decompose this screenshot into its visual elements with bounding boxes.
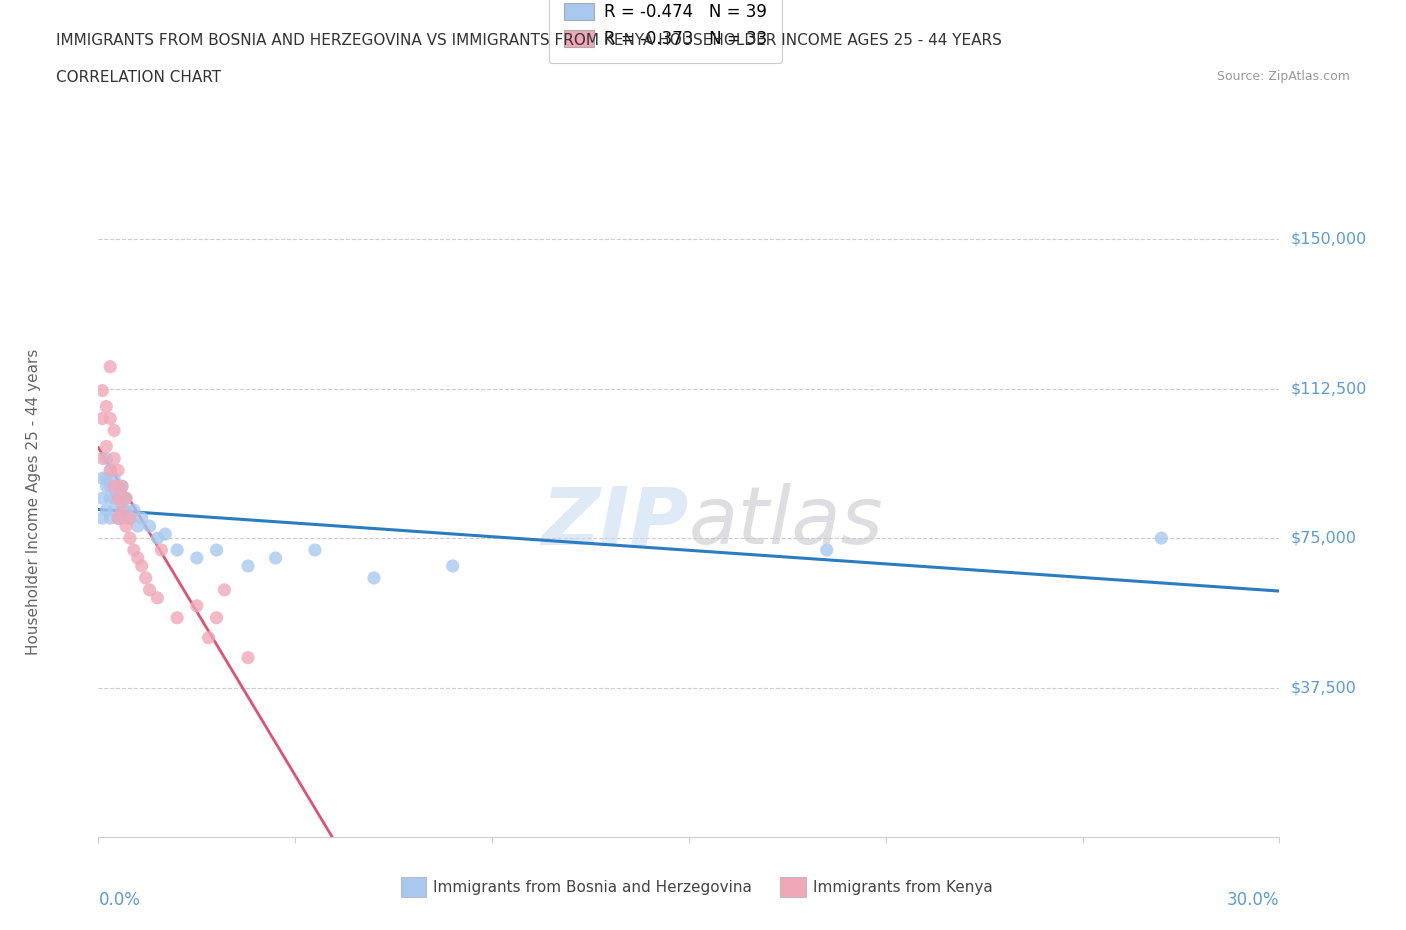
Point	[1150, 531, 1173, 546]
Point	[103, 491, 125, 506]
Point	[115, 491, 138, 506]
Text: Immigrants from Kenya: Immigrants from Kenya	[813, 880, 993, 895]
Point	[127, 551, 149, 565]
Point	[127, 519, 149, 534]
Point	[186, 598, 208, 613]
Point	[197, 631, 219, 645]
Point	[131, 559, 153, 574]
Point	[214, 582, 236, 597]
Point	[103, 423, 125, 438]
Legend: R = -0.474   N = 39, R = -0.373   N = 33: R = -0.474 N = 39, R = -0.373 N = 33	[548, 0, 782, 63]
Point	[115, 491, 138, 506]
Point	[205, 542, 228, 557]
Point	[96, 479, 118, 494]
Text: Source: ZipAtlas.com: Source: ZipAtlas.com	[1216, 70, 1350, 83]
Point	[118, 531, 141, 546]
Point	[91, 451, 114, 466]
Point	[91, 411, 114, 426]
Text: $112,500: $112,500	[1291, 381, 1367, 396]
Point	[363, 570, 385, 585]
Text: atlas: atlas	[689, 484, 884, 562]
Point	[96, 471, 118, 485]
Point	[98, 511, 121, 525]
Point	[107, 511, 129, 525]
Point	[103, 503, 125, 518]
Point	[98, 463, 121, 478]
Point	[441, 559, 464, 574]
Point	[118, 511, 141, 525]
Point	[98, 463, 121, 478]
Point	[91, 511, 114, 525]
Text: Householder Income Ages 25 - 44 years: Householder Income Ages 25 - 44 years	[25, 349, 41, 656]
Text: IMMIGRANTS FROM BOSNIA AND HERZEGOVINA VS IMMIGRANTS FROM KENYA HOUSEHOLDER INCO: IMMIGRANTS FROM BOSNIA AND HERZEGOVINA V…	[56, 33, 1002, 47]
Point	[98, 479, 121, 494]
Point	[264, 551, 287, 565]
Point	[103, 451, 125, 466]
Point	[111, 503, 134, 518]
Point	[107, 491, 129, 506]
Point	[96, 451, 118, 466]
Point	[107, 479, 129, 494]
Point	[118, 511, 141, 525]
Point	[103, 479, 125, 494]
Point	[91, 491, 114, 506]
Point	[107, 463, 129, 478]
Point	[122, 503, 145, 518]
Point	[111, 479, 134, 494]
Point	[236, 559, 259, 574]
Point	[98, 359, 121, 374]
Point	[815, 542, 838, 557]
Point	[166, 610, 188, 625]
Point	[107, 511, 129, 525]
Point	[131, 511, 153, 525]
Text: CORRELATION CHART: CORRELATION CHART	[56, 70, 221, 85]
Point	[166, 542, 188, 557]
Text: ZIP: ZIP	[541, 484, 689, 562]
Point	[98, 491, 121, 506]
Point	[138, 582, 160, 597]
Point	[236, 650, 259, 665]
Point	[138, 519, 160, 534]
Text: $150,000: $150,000	[1291, 232, 1367, 246]
Point	[103, 471, 125, 485]
Point	[115, 519, 138, 534]
Point	[91, 383, 114, 398]
Point	[146, 531, 169, 546]
Point	[98, 411, 121, 426]
Point	[122, 542, 145, 557]
Text: $75,000: $75,000	[1291, 531, 1357, 546]
Text: Immigrants from Bosnia and Herzegovina: Immigrants from Bosnia and Herzegovina	[433, 880, 752, 895]
Point	[135, 570, 157, 585]
Point	[96, 503, 118, 518]
Point	[111, 495, 134, 510]
Point	[96, 439, 118, 454]
Point	[107, 491, 129, 506]
Text: $37,500: $37,500	[1291, 680, 1357, 695]
Point	[186, 551, 208, 565]
Point	[150, 542, 173, 557]
Point	[304, 542, 326, 557]
Text: 0.0%: 0.0%	[98, 891, 141, 909]
Point	[91, 471, 114, 485]
Point	[96, 399, 118, 414]
Point	[115, 503, 138, 518]
Point	[146, 591, 169, 605]
Point	[111, 479, 134, 494]
Point	[155, 526, 177, 541]
Text: 30.0%: 30.0%	[1227, 891, 1279, 909]
Point	[111, 511, 134, 525]
Point	[205, 610, 228, 625]
